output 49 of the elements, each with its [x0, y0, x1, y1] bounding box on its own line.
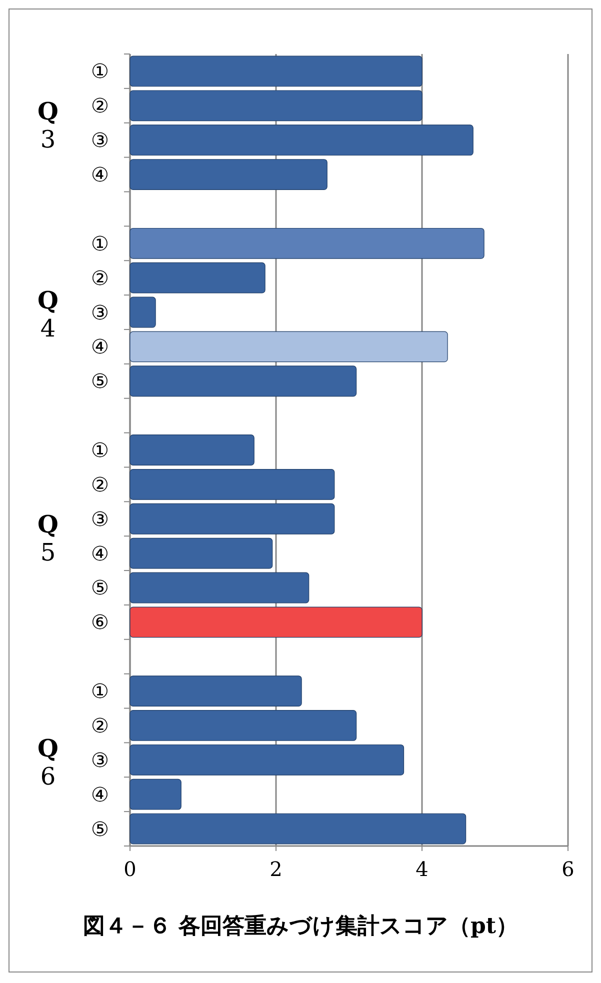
y-tick-label: ⑤ — [91, 816, 109, 841]
y-tick-label: ④ — [91, 782, 109, 806]
bar — [130, 159, 328, 190]
x-tick-label: 0 — [124, 857, 136, 881]
y-tick-label: ③ — [91, 128, 109, 152]
text: Q 6 — [38, 733, 58, 790]
y-tick-label: ⑤ — [91, 369, 109, 394]
y-tick-label: ④ — [91, 162, 109, 187]
text: Q 3 — [38, 96, 58, 154]
y-tick-label: ② — [91, 713, 109, 738]
y-tick-label: ① — [91, 231, 109, 256]
y-tick-label: ③ — [91, 506, 109, 531]
text: Q 4 — [38, 286, 58, 343]
y-tick-label: ① — [91, 59, 109, 84]
y-tick-label: ① — [91, 679, 109, 704]
bar — [130, 468, 335, 500]
bar — [130, 813, 466, 844]
bar — [130, 56, 422, 87]
bar — [130, 606, 422, 638]
bar — [130, 676, 302, 706]
y-tick-label: ② — [91, 94, 109, 118]
bar — [130, 262, 266, 294]
bar — [130, 778, 182, 810]
y-tick-label: ② — [91, 266, 109, 290]
text: Q 5 — [38, 509, 58, 566]
bar — [130, 710, 357, 741]
y-tick-label: ② — [91, 472, 109, 496]
bar — [130, 90, 422, 122]
text: 図４－６ 各回答重みづけ集計スコア（pt） — [82, 913, 518, 939]
x-tick-label: 4 — [416, 857, 428, 881]
bar — [130, 572, 310, 604]
bar — [130, 503, 335, 534]
y-tick-label: ① — [91, 438, 109, 462]
bar — [130, 124, 474, 156]
bar — [130, 228, 484, 259]
y-tick-label: ④ — [91, 541, 109, 566]
x-tick-label: 6 — [562, 857, 574, 881]
bar — [130, 296, 156, 328]
y-tick-label: ⑤ — [91, 576, 109, 600]
bar — [130, 538, 273, 569]
bar — [130, 744, 404, 776]
bar — [130, 331, 448, 362]
bar — [130, 366, 357, 397]
y-tick-label: ③ — [91, 748, 109, 772]
y-tick-label: ⑥ — [91, 610, 109, 634]
x-tick-label: 2 — [270, 857, 282, 881]
bar — [130, 434, 254, 466]
y-tick-label: ④ — [91, 334, 109, 359]
y-tick-label: ③ — [91, 300, 109, 324]
